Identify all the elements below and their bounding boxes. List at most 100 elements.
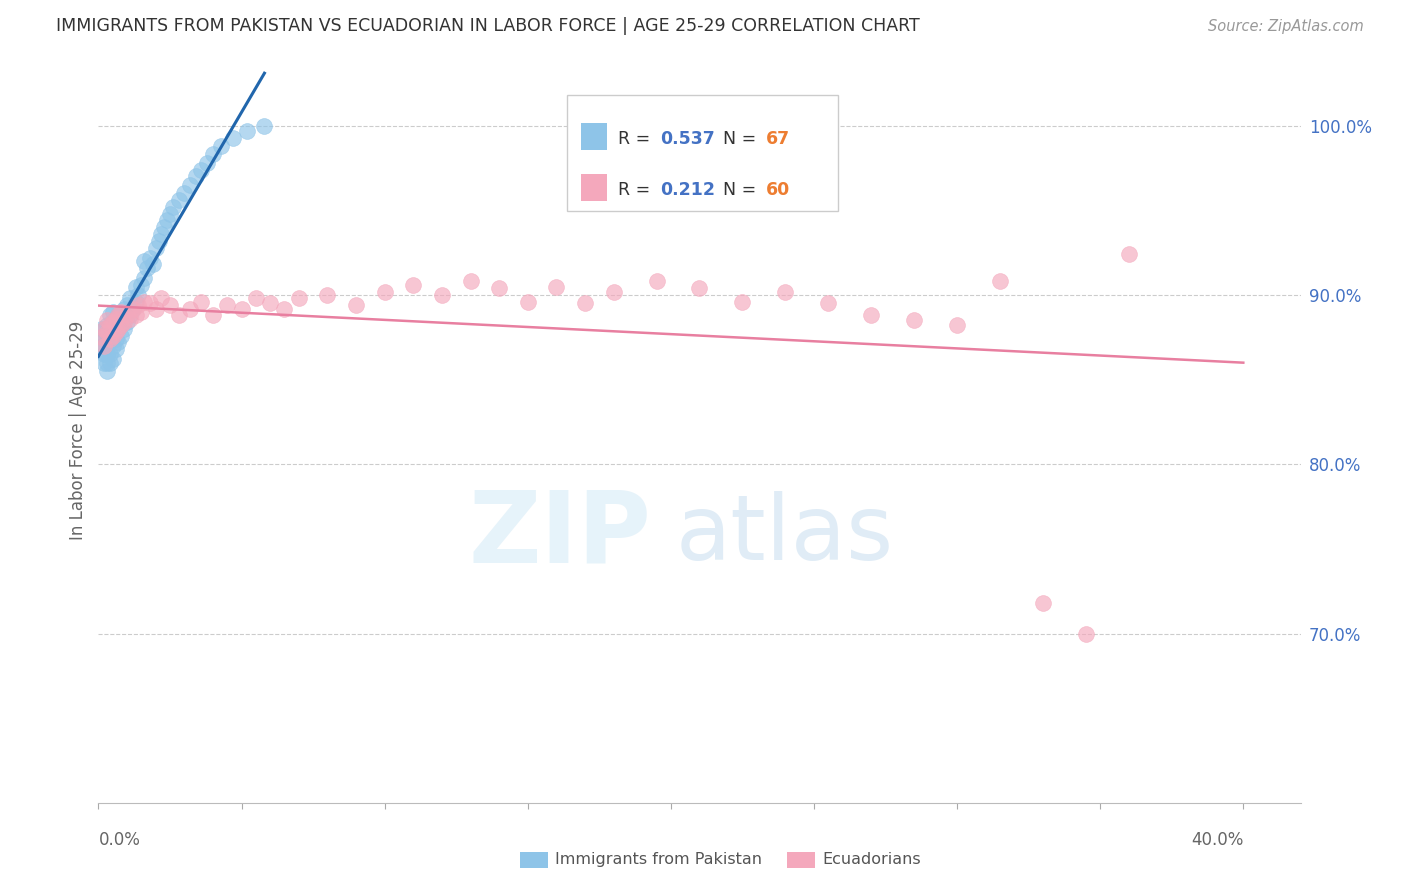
Point: [101, 328, 124, 343]
Point: [121, 301, 143, 316]
Point: [159, 207, 181, 221]
Point: [104, 332, 127, 346]
Point: [110, 328, 132, 343]
Point: [110, 311, 132, 326]
Point: [217, 298, 239, 312]
Point: [90, 330, 112, 344]
Point: [90, 322, 112, 336]
Text: IMMIGRANTS FROM PAKISTAN VS ECUADORIAN IN LABOR FORCE | AGE 25-29 CORRELATION CH: IMMIGRANTS FROM PAKISTAN VS ECUADORIAN I…: [56, 17, 920, 35]
Point: [150, 227, 173, 241]
Point: [93, 339, 115, 353]
Text: ZIP: ZIP: [468, 486, 651, 583]
Point: [231, 301, 253, 316]
Point: [222, 130, 245, 145]
Text: 0.537: 0.537: [659, 130, 714, 148]
Point: [96, 318, 118, 333]
Point: [273, 301, 295, 316]
Text: 0.212: 0.212: [659, 181, 716, 199]
Point: [179, 301, 201, 316]
Point: [131, 277, 153, 292]
Point: [110, 305, 132, 319]
Point: [115, 298, 138, 312]
Point: [374, 285, 396, 299]
Point: [128, 298, 150, 312]
Point: [167, 193, 190, 207]
Point: [134, 294, 156, 309]
Point: [101, 318, 124, 333]
Point: [139, 251, 162, 265]
Point: [1118, 247, 1140, 261]
Point: [145, 241, 167, 255]
Point: [236, 124, 259, 138]
Text: 0.0%: 0.0%: [98, 830, 141, 848]
Point: [201, 147, 224, 161]
Point: [645, 274, 668, 288]
Point: [98, 356, 121, 370]
Point: [96, 313, 118, 327]
Point: [110, 318, 132, 333]
Point: [93, 322, 115, 336]
Point: [121, 301, 143, 316]
Point: [96, 347, 118, 361]
Point: [93, 330, 115, 344]
Point: [96, 364, 118, 378]
Point: [93, 339, 115, 353]
Point: [93, 356, 115, 370]
Point: [142, 258, 165, 272]
Point: [90, 339, 112, 353]
Point: [1032, 596, 1054, 610]
Point: [460, 274, 482, 288]
Point: [344, 298, 367, 312]
Point: [101, 328, 124, 343]
Text: R =: R =: [617, 130, 655, 148]
Point: [988, 274, 1011, 288]
Point: [860, 308, 883, 322]
Point: [124, 308, 146, 322]
Point: [101, 315, 124, 329]
Point: [134, 271, 156, 285]
Point: [150, 291, 173, 305]
Point: [173, 186, 195, 201]
Point: [167, 308, 190, 322]
Point: [516, 294, 538, 309]
Point: [98, 318, 121, 333]
Point: [98, 308, 121, 322]
Point: [817, 296, 839, 310]
Point: [96, 356, 118, 370]
Point: [159, 298, 181, 312]
Point: [259, 296, 281, 310]
Point: [402, 277, 425, 292]
Point: [148, 234, 170, 248]
Text: N =: N =: [723, 130, 762, 148]
Point: [96, 330, 118, 344]
Point: [131, 305, 153, 319]
Point: [689, 281, 711, 295]
Point: [946, 318, 969, 333]
Point: [201, 308, 224, 322]
Point: [1074, 626, 1097, 640]
Point: [107, 308, 129, 322]
Point: [546, 279, 568, 293]
Point: [190, 162, 212, 177]
Point: [430, 288, 453, 302]
Text: atlas: atlas: [675, 491, 894, 579]
Point: [98, 347, 121, 361]
Point: [245, 291, 267, 305]
Point: [145, 301, 167, 316]
Point: [104, 322, 127, 336]
Point: [104, 342, 127, 356]
Point: [96, 325, 118, 339]
Point: [93, 347, 115, 361]
Point: [101, 305, 124, 319]
Point: [156, 213, 179, 227]
Point: [195, 156, 218, 170]
Point: [118, 291, 141, 305]
Point: [98, 332, 121, 346]
Point: [104, 325, 127, 339]
Point: [124, 279, 146, 293]
Point: [101, 339, 124, 353]
Point: [107, 322, 129, 336]
Point: [98, 322, 121, 336]
Point: [128, 288, 150, 302]
Text: R =: R =: [617, 181, 655, 199]
